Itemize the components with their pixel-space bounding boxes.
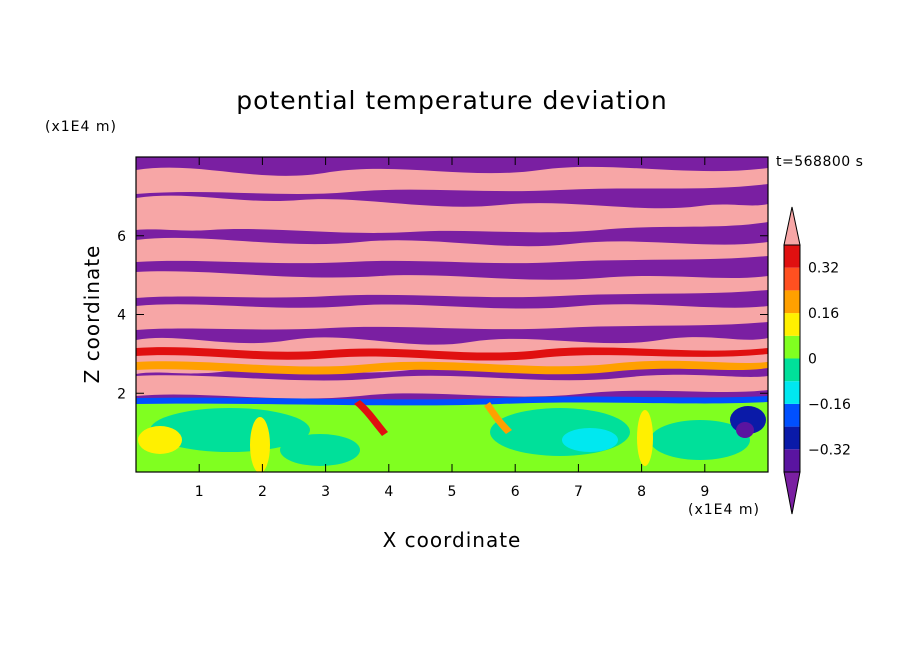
colorbar-segment (784, 426, 800, 450)
y-tick-label: 2 (117, 386, 126, 402)
colorbar-segment (784, 358, 800, 382)
pink-band-4 (136, 271, 768, 298)
chart-title: potential temperature deviation (236, 86, 668, 115)
x-tick-label: 5 (448, 484, 457, 500)
colorbar-tick-label: 0 (808, 352, 817, 368)
pink-band-3 (136, 237, 768, 264)
y-tick-label: 6 (117, 229, 126, 245)
x-tick-label: 6 (511, 484, 520, 500)
colorbar-segment (784, 335, 800, 359)
lower-eddy-1 (150, 408, 310, 452)
pink-band-2 (136, 195, 768, 233)
colorbar-tick-label: 0.16 (808, 306, 839, 322)
lower-eddy-4 (650, 420, 750, 460)
time-label: t=568800 s (776, 154, 864, 170)
lower-plume-yellow-2 (138, 426, 182, 454)
x-tick-label: 3 (321, 484, 330, 500)
x-tick-label: 8 (637, 484, 646, 500)
lower-eddy-cyan (562, 428, 618, 452)
colorbar-segment (784, 449, 800, 472)
x-axis-label: X coordinate (382, 528, 522, 552)
colorbar-tick-label: −0.32 (808, 442, 851, 458)
pink-band-5 (136, 304, 768, 330)
z-axis-unit: (x1E4 m) (45, 119, 117, 135)
lower-eddy-purple (736, 422, 754, 438)
lower-plume-yellow-3 (637, 410, 653, 466)
colorbar: 0.32 0.16 0 −0.16 −0.32 (783, 206, 851, 515)
colorbar-frame (783, 244, 801, 473)
y-tick-label: 4 (117, 308, 126, 324)
x-tick-label: 1 (195, 484, 204, 500)
colorbar-bottom-triangle (783, 471, 801, 515)
colorbar-top-triangle (783, 206, 801, 246)
mixing-layer-orange (136, 360, 768, 375)
colorbar-segment (784, 313, 800, 336)
x-axis-ticks: 1 2 3 4 5 6 7 8 9 (195, 157, 709, 500)
y-axis-ticks: 2 4 6 (117, 229, 768, 402)
pink-band-1 (136, 166, 768, 194)
colorbar-segment (784, 245, 800, 268)
mixing-layer-red (136, 347, 768, 361)
colorbar-tick-label: 0.32 (808, 261, 839, 277)
mixing-layer-pink-2 (136, 374, 768, 399)
contour-field (136, 157, 768, 472)
lower-plume-yellow-1 (250, 417, 270, 472)
colorbar-segment (784, 381, 800, 404)
colorbar-segment (784, 403, 800, 427)
x-axis-unit: (x1E4 m) (688, 502, 760, 518)
plume-orange-1 (484, 402, 512, 434)
colorbar-tick-label: −0.16 (808, 397, 851, 413)
x-tick-label: 9 (700, 484, 709, 500)
colorbar-segment (784, 290, 800, 314)
x-tick-label: 2 (258, 484, 267, 500)
x-tick-label: 4 (384, 484, 393, 500)
plume-red-1 (354, 400, 388, 436)
colorbar-segment (784, 267, 800, 291)
x-tick-label: 7 (574, 484, 583, 500)
lower-eddy-3 (280, 434, 360, 466)
